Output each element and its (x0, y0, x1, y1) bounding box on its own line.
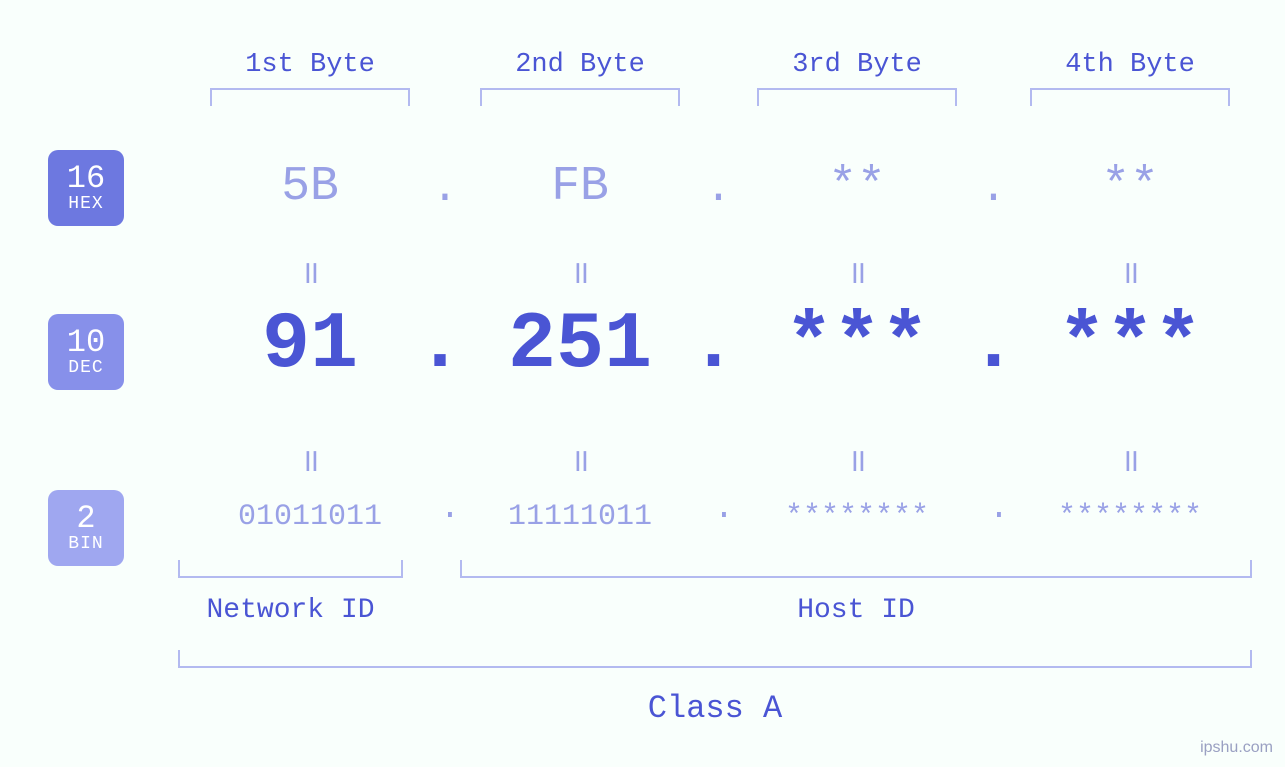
badge-bin: 2 BIN (48, 490, 124, 566)
byte-header-2: 2nd Byte (480, 50, 680, 80)
dec-byte-4: *** (1015, 300, 1245, 391)
eq-hex-dec-1: ॥ (210, 250, 410, 293)
top-bracket-4 (1030, 88, 1230, 106)
byte-header-3: 3rd Byte (757, 50, 957, 80)
dec-dot-2: . (660, 300, 767, 391)
hex-byte-3: ** (757, 160, 957, 214)
bin-byte-3: ******** (725, 500, 989, 534)
hex-byte-1: 5B (210, 160, 410, 214)
host-id-label: Host ID (460, 595, 1252, 626)
hex-dot-3: . (957, 164, 1030, 214)
badge-bin-num: 2 (76, 502, 95, 536)
dec-dot-1: . (385, 300, 495, 391)
byte-header-1: 1st Byte (210, 50, 410, 80)
eq-dec-bin-1: ॥ (210, 438, 410, 481)
badge-dec-label: DEC (68, 359, 103, 378)
eq-dec-bin-2: ॥ (480, 438, 680, 481)
host-id-bracket (460, 560, 1252, 578)
top-bracket-2 (480, 88, 680, 106)
eq-dec-bin-3: ॥ (757, 438, 957, 481)
eq-hex-dec-3: ॥ (757, 250, 957, 293)
network-id-label: Network ID (178, 595, 403, 626)
badge-dec-num: 10 (67, 326, 105, 360)
hex-dot-2: . (680, 164, 757, 214)
bin-byte-2: 11111011 (448, 500, 712, 534)
dec-dot-3: . (942, 300, 1045, 391)
top-bracket-3 (757, 88, 957, 106)
hex-byte-4: ** (1030, 160, 1230, 214)
hex-dot-1: . (410, 164, 480, 214)
badge-hex-label: HEX (68, 195, 103, 214)
bin-byte-4: ******** (998, 500, 1262, 534)
badge-hex: 16 HEX (48, 150, 124, 226)
bin-byte-1: 01011011 (178, 500, 442, 534)
hex-byte-2: FB (480, 160, 680, 214)
top-bracket-1 (210, 88, 410, 106)
badge-bin-label: BIN (68, 535, 103, 554)
dec-byte-3: *** (742, 300, 972, 391)
class-label: Class A (178, 690, 1252, 727)
bin-dot-1: . (420, 490, 480, 528)
eq-hex-dec-4: ॥ (1030, 250, 1230, 293)
bin-dot-2: . (694, 490, 754, 528)
byte-header-4: 4th Byte (1030, 50, 1230, 80)
bin-dot-3: . (969, 490, 1029, 528)
eq-dec-bin-4: ॥ (1030, 438, 1230, 481)
class-bracket (178, 650, 1252, 668)
watermark: ipshu.com (1200, 739, 1273, 757)
eq-hex-dec-2: ॥ (480, 250, 680, 293)
network-id-bracket (178, 560, 403, 578)
badge-hex-num: 16 (67, 162, 105, 196)
badge-dec: 10 DEC (48, 314, 124, 390)
